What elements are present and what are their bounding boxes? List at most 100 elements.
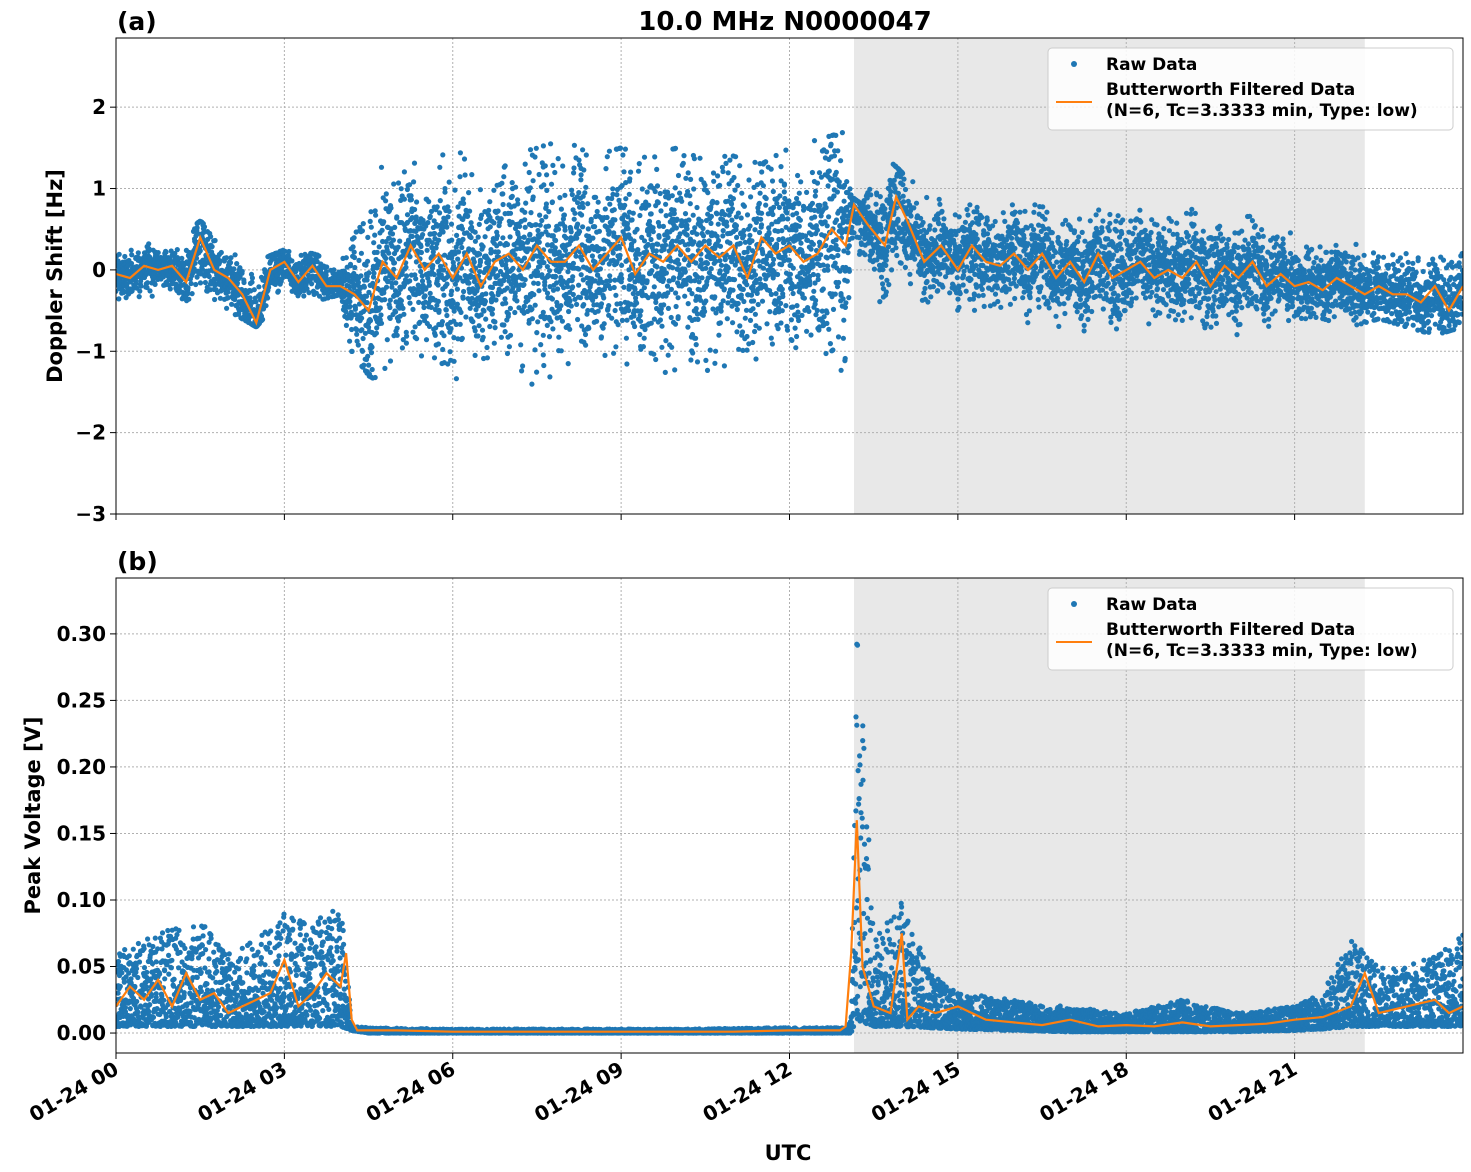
raw-data-point [218,249,224,256]
raw-data-point [424,241,431,247]
raw-data-point [572,210,578,216]
raw-data-point [609,315,615,321]
raw-data-point [431,271,437,278]
raw-data-point [812,214,818,220]
raw-data-point [389,284,395,290]
raw-data-point [749,238,755,244]
raw-data-point [137,288,143,294]
raw-data-point [562,227,568,233]
raw-data-point [398,298,404,304]
raw-data-point [373,330,379,336]
raw-data-point [641,335,647,341]
raw-data-point [936,196,942,202]
raw-data-point [790,265,796,271]
raw-data-point [383,255,389,261]
raw-data-point [880,281,886,287]
raw-data-point [457,150,463,156]
raw-data-point [597,266,604,272]
raw-data-point [673,290,679,296]
raw-data-point [697,155,703,161]
raw-data-point [900,170,906,176]
raw-data-point [756,200,763,206]
raw-data-point [531,292,537,298]
raw-data-point [809,169,816,176]
raw-data-point [641,238,648,244]
raw-data-point [363,293,370,299]
raw-data-point [614,192,620,198]
raw-data-point [462,172,468,178]
raw-data-point [301,293,307,299]
raw-data-point [750,339,756,346]
raw-data-point [481,308,487,314]
raw-data-point [446,179,452,185]
raw-data-point [293,268,299,274]
raw-data-point [133,281,139,287]
raw-data-point [680,160,686,166]
raw-data-point [836,279,842,286]
raw-data-point [543,201,550,207]
raw-data-point [630,210,636,216]
raw-data-point [506,344,512,350]
raw-data-point [671,275,677,281]
raw-data-point [355,279,361,285]
raw-data-point [172,250,178,257]
raw-data-point [682,269,688,275]
raw-data-point [423,337,430,343]
raw-data-point [500,235,506,241]
raw-data-point [844,278,850,284]
raw-data-point [694,231,700,237]
raw-data-point [174,247,180,253]
raw-data-point [397,238,403,244]
raw-data-point [505,313,511,319]
raw-data-point [448,326,454,332]
raw-data-point [146,246,152,252]
raw-data-point [886,282,892,288]
raw-data-point [747,317,754,323]
raw-data-point [386,235,392,241]
plot-area [116,130,1463,387]
raw-data-point [833,132,839,138]
raw-data-point [347,303,353,310]
raw-data-point [638,308,644,314]
raw-data-point [548,181,555,187]
raw-data-point [193,281,199,288]
raw-data-point [260,316,266,323]
raw-data-point [752,311,759,317]
raw-data-point [435,282,441,288]
raw-data-point [720,228,726,234]
raw-data-point [631,238,637,244]
raw-data-point [316,253,322,259]
raw-data-point [826,214,832,220]
raw-data-point [799,312,805,318]
raw-data-point [487,323,493,330]
raw-data-point [760,265,767,271]
raw-data-point [894,252,900,259]
raw-data-point [744,347,750,353]
raw-data-point [722,257,728,263]
raw-data-point [454,301,460,307]
raw-data-point [862,252,868,258]
raw-data-point [530,178,536,184]
raw-data-point [480,334,486,340]
raw-data-point [883,257,889,263]
raw-data-point [912,256,918,262]
raw-data-point [663,338,669,344]
raw-data-point [562,247,569,253]
raw-data-point [441,267,447,273]
raw-data-point [548,319,554,325]
raw-data-point [619,275,625,282]
raw-data-point [602,206,608,212]
raw-data-point [935,288,941,294]
raw-data-point [830,347,836,353]
raw-data-point [841,198,847,204]
raw-data-point [376,244,382,250]
raw-data-point [895,216,901,222]
raw-data-point [404,333,410,339]
raw-data-point [796,190,802,196]
raw-data-point [359,348,366,354]
raw-data-point [720,233,726,239]
raw-data-point [846,295,852,301]
raw-data-point [487,224,493,230]
